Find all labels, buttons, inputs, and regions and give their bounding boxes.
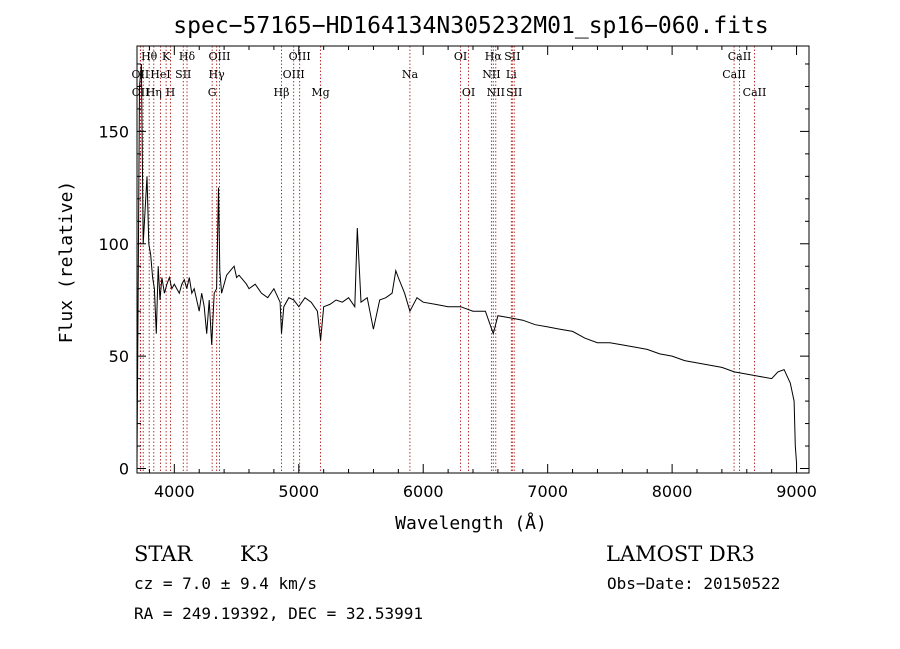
y-tick-label: 150: [98, 122, 129, 141]
line-label: Hθ: [141, 50, 158, 63]
line-label: SII: [504, 50, 520, 63]
line-label: OIII: [283, 68, 305, 81]
line-label: G: [208, 86, 217, 99]
x-tick-label: 7000: [527, 482, 568, 501]
x-tick-label: 9000: [776, 482, 817, 501]
line-label: HeI: [150, 68, 170, 81]
line-label: CaII: [722, 68, 746, 81]
line-label: SII: [175, 68, 191, 81]
x-axis-label: Wavelength (Å): [395, 512, 547, 534]
line-label: OIII: [289, 50, 311, 63]
x-tick-label: 8000: [652, 482, 693, 501]
plot-frame: [136, 45, 810, 474]
y-tick-label: 0: [119, 460, 129, 479]
line-label: OI: [454, 50, 467, 63]
object-class: STAR: [134, 542, 193, 566]
line-label: Hα: [485, 50, 503, 63]
line-label: OIII: [208, 50, 230, 63]
chart-title: spec−57165−HD164134N305232M01_sp16−060.f…: [173, 13, 768, 39]
y-axis-label: Flux (relative): [56, 181, 77, 344]
spectrum-trace: [136, 63, 798, 465]
line-label: Hη: [146, 86, 162, 99]
x-tick-label: 4000: [154, 482, 195, 501]
observation-date: Obs−Date: 20150522: [607, 574, 780, 593]
line-label: H: [166, 86, 176, 99]
line-label: OI: [462, 86, 475, 99]
y-tick-label: 50: [109, 347, 129, 366]
x-tick-label: 6000: [403, 482, 444, 501]
line-label: NII: [487, 86, 505, 99]
y-axis-ticks: 0 50 100 150: [98, 63, 809, 479]
survey-name: LAMOST DR3: [606, 542, 755, 566]
line-label: Hβ: [274, 86, 290, 99]
coordinates: RA = 249.19392, DEC = 32.53991: [134, 604, 423, 623]
redshift-info: cz = 7.0 ± 9.4 km/s: [134, 574, 317, 593]
spectral-line-labels: OIIOIIHθHηHeIKHSIIHδGHγOIIIHβOIIIOIIIMgN…: [132, 50, 767, 99]
line-label: NII: [482, 68, 500, 81]
x-axis-ticks: 4000 5000 6000 7000 8000 9000: [148, 46, 817, 501]
line-label: Hδ: [179, 50, 196, 63]
line-label: Mg: [311, 86, 329, 99]
line-label: Li: [506, 68, 517, 81]
y-tick-label: 100: [98, 235, 129, 254]
line-label: K: [162, 50, 171, 63]
line-label: Na: [402, 68, 419, 81]
spectral-line-markers: [139, 46, 755, 473]
line-label: SII: [506, 86, 522, 99]
x-tick-label: 5000: [278, 482, 319, 501]
line-label: Hγ: [209, 68, 226, 81]
line-label: CaII: [728, 50, 752, 63]
line-label: OII: [132, 86, 150, 99]
object-subclass: K3: [240, 542, 269, 566]
line-label: CaII: [743, 86, 767, 99]
